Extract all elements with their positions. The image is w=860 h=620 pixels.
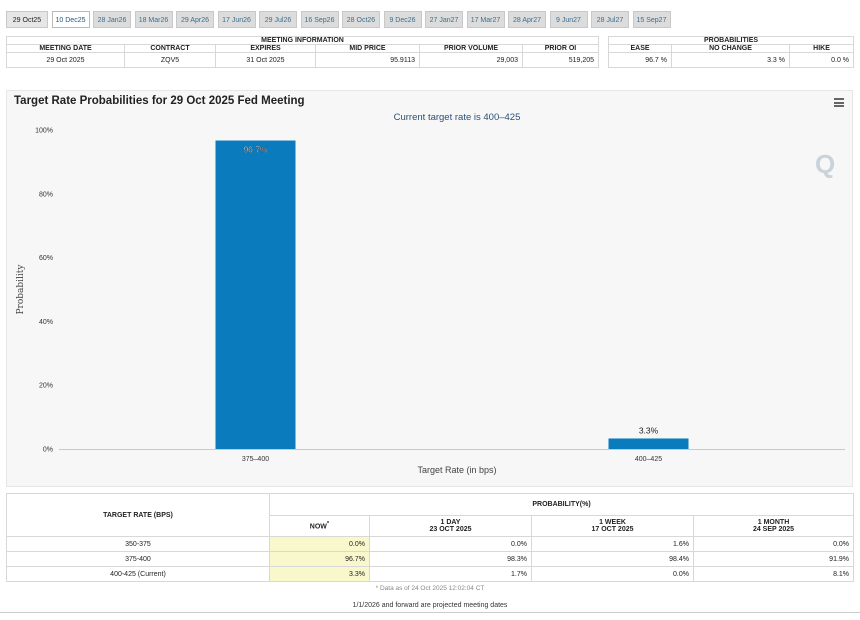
footer-divider: [0, 612, 860, 613]
chart-title: Target Rate Probabilities for 29 Oct 202…: [14, 95, 305, 107]
now-cell: 0.0%: [269, 536, 370, 552]
x-tick-label: 375–400: [242, 456, 269, 463]
meeting-information-title: MEETING INFORMATION: [5, 36, 600, 45]
month-cell: 0.0%: [692, 536, 855, 552]
day-cell: 98.3%: [369, 551, 532, 567]
y-tick-label: 60%: [39, 255, 53, 262]
data-label-1: 3.3%: [639, 425, 659, 435]
x-axis-title: Target Rate (in bps): [417, 465, 496, 475]
tab-15-sep27[interactable]: 15 Sep27: [632, 11, 671, 28]
now-cell: 96.7%: [269, 551, 370, 567]
header-target-rate: TARGET RATE (BPS): [6, 493, 270, 537]
chart-panel: Target Rate Probabilities for 29 Oct 202…: [6, 90, 853, 487]
mid-price-value: 95.9113: [315, 52, 420, 68]
prior-oi-value: 519,205: [521, 52, 600, 68]
meeting-information-table: MEETING INFORMATION MEETING DATE CONTRAC…: [5, 36, 600, 68]
week-cell: 0.0%: [531, 566, 694, 582]
data-timestamp-note: * Data as of 24 Oct 2025 12:02:04 CT: [375, 584, 485, 592]
tab-10-dec25[interactable]: 10 Dec25: [51, 11, 90, 28]
bar-0: [215, 140, 296, 449]
tab-28-apr27[interactable]: 28 Apr27: [508, 11, 546, 28]
header-now: NOW*: [269, 514, 370, 537]
header-mid-price: MID PRICE: [315, 44, 420, 53]
header-no-change: NO CHANGE: [671, 44, 790, 53]
target-rate-probability-table: TARGET RATE (BPS) PROBABILITY(%) NOW* 1 …: [6, 493, 855, 594]
probabilities-title: PROBABILITIES: [607, 36, 855, 45]
header-contract: CONTRACT: [124, 44, 216, 53]
rate-cell: 400-425 (Current): [6, 566, 270, 582]
contract-value: ZQV5: [124, 52, 216, 68]
tab-16-sep26[interactable]: 16 Sep26: [300, 11, 339, 28]
bar-1: [608, 438, 689, 449]
tab-29-jul26[interactable]: 29 Jul26: [259, 11, 297, 28]
tab-17-mar27[interactable]: 17 Mar27: [466, 11, 505, 28]
day-cell: 0.0%: [369, 536, 532, 552]
header-prior-oi: PRIOR OI: [521, 44, 600, 53]
table-row: 350-375 0.0% 0.0% 1.6% 0.0%: [6, 536, 855, 552]
hamburger-menu-icon[interactable]: [834, 98, 844, 107]
tab-28-jul27[interactable]: 28 Jul27: [591, 11, 629, 28]
data-label-0: 96.7%: [243, 145, 268, 155]
now-asterisk: *: [326, 521, 330, 528]
now-cell: 3.3%: [269, 566, 370, 582]
probability-bar-chart: Current target rate is 400–425 0% 20% 40% 60…: [16, 112, 845, 475]
day-cell: 1.7%: [369, 566, 532, 582]
meeting-date-value: 29 Oct 2025: [6, 52, 125, 68]
y-tick-label: 40%: [39, 319, 53, 326]
y-tick-label: 0%: [43, 447, 53, 454]
week-cell: 98.4%: [531, 551, 694, 567]
y-tick-label: 100%: [35, 128, 53, 135]
no-change-value: 3.3 %: [671, 52, 790, 68]
header-1-day: 1 DAY 23 OCT 2025: [369, 514, 532, 537]
header-meeting-date: MEETING DATE: [6, 44, 125, 53]
prior-volume-value: 29,003: [419, 52, 523, 68]
probabilities-table: PROBABILITIES EASE NO CHANGE HIKE 96.7 %…: [607, 36, 855, 68]
table-row: 400-425 (Current) 3.3% 1.7% 0.0% 8.1%: [6, 566, 855, 582]
month-cell: 8.1%: [692, 566, 855, 582]
tab-18-mar26[interactable]: 18 Mar26: [134, 11, 173, 28]
tab-29-oct25[interactable]: 29 Oct25: [6, 11, 48, 28]
y-axis-title: Probability: [16, 264, 26, 315]
ease-value: 96.7 %: [608, 52, 672, 68]
tab-29-apr26[interactable]: 29 Apr26: [176, 11, 214, 28]
rate-cell: 350-375: [6, 536, 270, 552]
tab-28-jan26[interactable]: 28 Jan26: [93, 11, 131, 28]
y-tick-label: 80%: [39, 191, 53, 198]
table-row: 375-400 96.7% 98.3% 98.4% 91.9%: [6, 551, 855, 567]
tab-9-jun27[interactable]: 9 Jun27: [549, 11, 588, 28]
week-cell: 1.6%: [531, 536, 694, 552]
header-1-month: 1 MONTH 24 SEP 2025: [692, 514, 855, 537]
tab-9-dec26[interactable]: 9 Dec26: [383, 11, 422, 28]
header-expires: EXPIRES: [215, 44, 316, 53]
header-prior-volume: PRIOR VOLUME: [419, 44, 523, 53]
rate-cell: 375-400: [6, 551, 270, 567]
tab-17-jun26[interactable]: 17 Jun26: [217, 11, 256, 28]
header-1-week: 1 WEEK 17 OCT 2025: [531, 514, 694, 537]
projected-dates-footer: 1/1/2026 and forward are projected meeti…: [352, 602, 508, 609]
q-logo-icon: Q: [815, 149, 835, 179]
header-ease: EASE: [608, 44, 672, 53]
chart-subtitle: Current target rate is 400–425: [394, 112, 521, 123]
y-tick-label: 20%: [39, 383, 53, 390]
month-cell: 91.9%: [692, 551, 855, 567]
x-tick-label: 400–425: [635, 456, 662, 463]
tab-28-oct26[interactable]: 28 Oct26: [342, 11, 380, 28]
header-probability: PROBABILITY(%): [268, 493, 855, 516]
header-hike: HIKE: [788, 44, 855, 53]
tab-27-jan27[interactable]: 27 Jan27: [425, 11, 463, 28]
expires-value: 31 Oct 2025: [215, 52, 316, 68]
hike-value: 0.0 %: [788, 52, 855, 68]
